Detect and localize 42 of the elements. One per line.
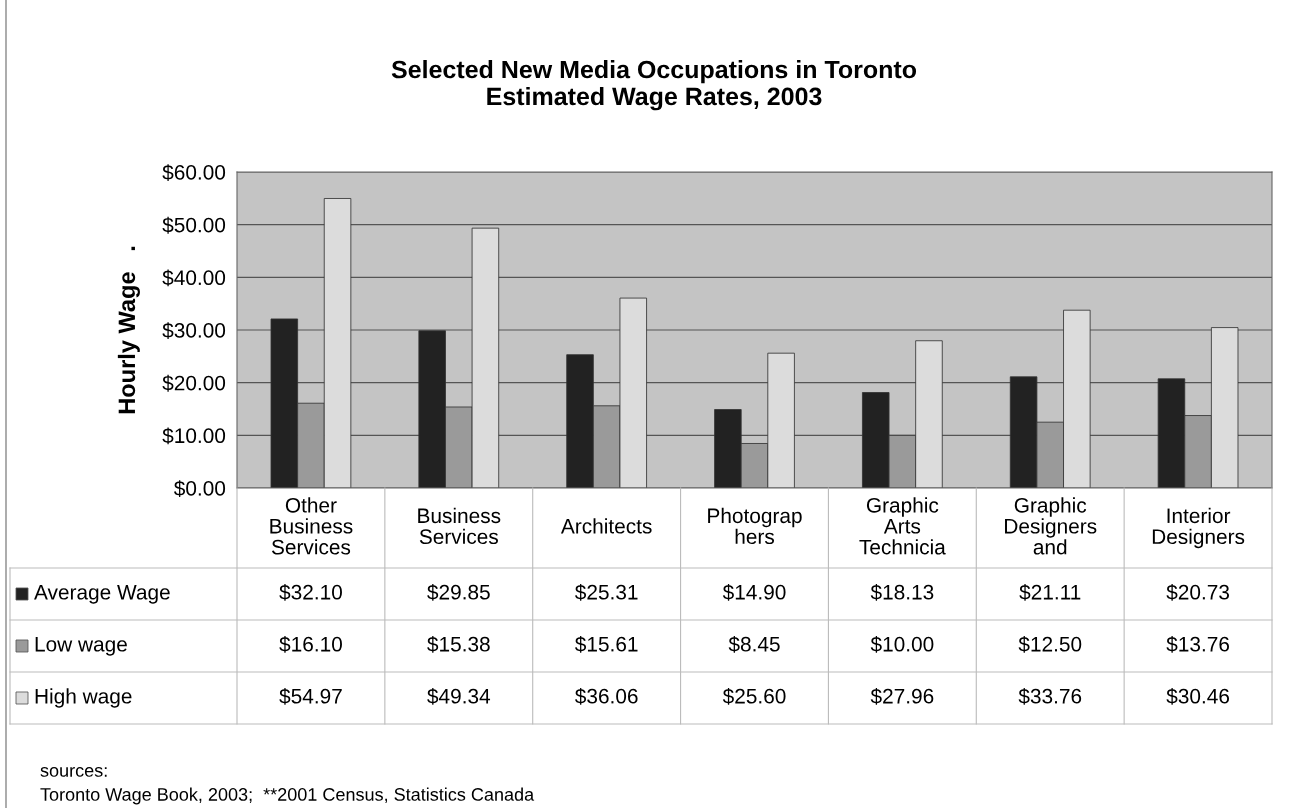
data-label: $21.11	[1019, 583, 1081, 601]
legend-label: Average Wage	[34, 585, 170, 604]
data-label: $25.31	[575, 583, 638, 601]
x-tick-label: Graphic Arts Technicia	[859, 497, 946, 555]
text: Toronto Wage Book, 2003; **2001 Census, Statistics Canada	[40, 787, 535, 805]
y-tick-label: $50.00	[162, 216, 226, 234]
x-tick-label: Graphic Designers and	[1005, 497, 1097, 555]
data-label: $15.38	[427, 635, 490, 653]
x-tick-label: Business Services	[418, 507, 501, 545]
y-tick-label: $60.00	[162, 164, 226, 181]
data-label: $25.60	[722, 687, 786, 705]
data-label: $14.90	[722, 583, 786, 601]
data-label: $13.76	[1166, 635, 1230, 653]
x-tick-label: Other Business Services	[270, 497, 353, 555]
data-label: $15.61	[575, 635, 638, 653]
y-tick-label: $0.00	[173, 480, 226, 497]
data-label: $49.34	[427, 687, 491, 705]
data-label: $54.97	[279, 687, 342, 705]
y-tick-label: $30.00	[162, 322, 226, 339]
y-tick-label: $20.00	[162, 374, 226, 392]
data-label: $20.73	[1166, 583, 1230, 601]
data-label: $32.10	[279, 583, 342, 601]
y-tick-label: $10.00	[162, 427, 226, 445]
data-label: $33.76	[1018, 687, 1082, 705]
data-label: $30.46	[1166, 687, 1230, 705]
x-tick-label: Interior Designers	[1152, 507, 1245, 549]
source-note: sources:	[40, 766, 107, 777]
data-label: $8.45	[728, 635, 780, 653]
chart-title: Selected New Media Occupations in Toronto Estimated Wage Rates, 2003	[391, 60, 917, 111]
x-tick-label: Architects	[560, 518, 652, 534]
data-label: $12.50	[1018, 635, 1082, 653]
data-label: $18.13	[870, 583, 934, 601]
data-label: $16.10	[279, 635, 342, 653]
legend-label: Low wage	[35, 637, 127, 656]
data-label: $29.85	[427, 583, 490, 601]
y-axis-title: Hourly Wage .	[117, 246, 140, 414]
data-label: $36.06	[575, 687, 638, 705]
y-tick-label: $40.00	[162, 269, 226, 287]
x-tick-label: Photograp hers	[708, 507, 802, 545]
legend-label: High wage	[35, 688, 132, 708]
data-label: $27.96	[870, 687, 934, 705]
data-label: $10.00	[870, 635, 934, 653]
